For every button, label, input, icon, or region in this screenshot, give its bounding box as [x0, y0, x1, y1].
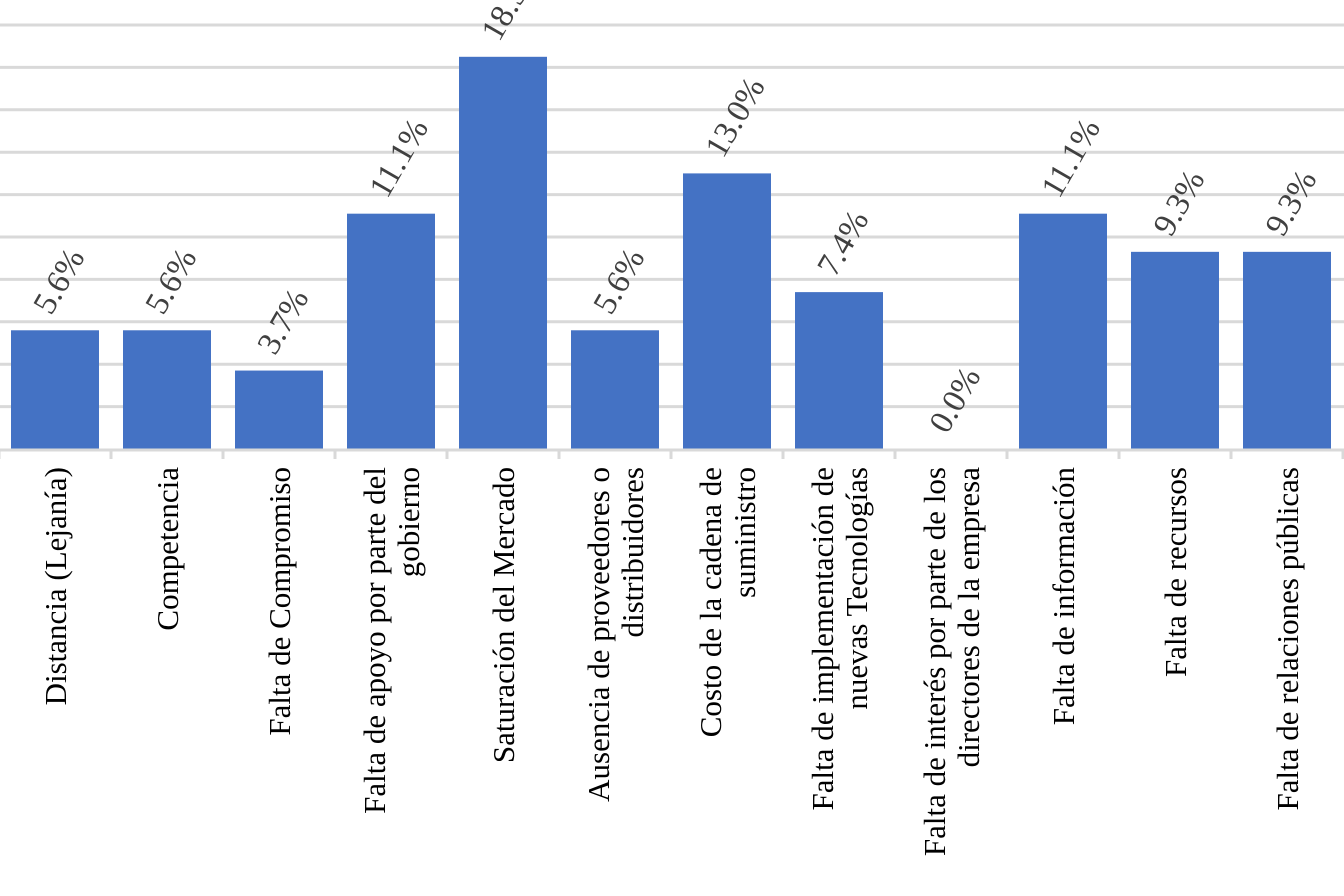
bar [347, 213, 435, 449]
category-label-line: suministro [727, 467, 762, 598]
data-label: 7.4% [811, 205, 877, 283]
category-label: Falta de interés por parte de losdirecto… [917, 467, 986, 856]
category-labels: Distancia (Lejanía) Competencia Falta de C… [38, 467, 1305, 857]
x-axis [0, 448, 1344, 459]
data-label: 18.5% [475, 0, 549, 47]
category-label-line: Costo de la cadena de [693, 467, 728, 737]
category-label-line: Falta de información [1046, 467, 1081, 726]
category-label-line: Falta de Compromiso [262, 467, 297, 736]
bar [571, 330, 659, 449]
bars [11, 56, 1331, 450]
data-label: 11.1% [363, 113, 436, 204]
category-label-line: Saturación del Mercado [486, 467, 521, 763]
bar [123, 330, 211, 449]
category-label: Falta de apoyo por parte delgobierno [357, 467, 426, 814]
category-label: Costo de la cadena desuministro [693, 467, 762, 737]
category-label: Competencia [150, 467, 185, 631]
data-label: 13.0% [699, 72, 773, 164]
category-label: Falta de información [1046, 467, 1081, 726]
bar [459, 56, 547, 450]
data-labels: 5.6% 5.6%3.7%11.1%18.5%5.6%13.0%7.4%0.0%1… [27, 0, 1325, 439]
data-label: 0.0% [923, 361, 989, 439]
category-label-line: directores de la empresa [951, 467, 986, 768]
bar [11, 330, 99, 449]
data-label: 11.1% [1035, 113, 1108, 204]
category-label-line: Falta de interés por parte de los [917, 467, 952, 856]
bar [1243, 251, 1331, 449]
data-label: 5.6% [587, 243, 653, 321]
bar [1131, 251, 1219, 449]
category-label-line: Falta de implementación de [805, 467, 840, 810]
gridlines [0, 23, 1344, 409]
data-label: 9.3% [1147, 164, 1213, 242]
category-label: Falta de recursos [1158, 467, 1193, 677]
category-label-line: Falta de recursos [1158, 467, 1193, 677]
category-label-line: distribuidores [615, 467, 650, 638]
category-label: Falta de Compromiso [262, 467, 297, 736]
category-label-line: gobierno [391, 467, 426, 577]
category-label-line: Competencia [150, 467, 185, 631]
category-label: Falta de relaciones públicas [1270, 467, 1305, 810]
category-label-line: Falta de apoyo por parte del [357, 467, 392, 814]
category-label: Distancia (Lejanía) [38, 467, 73, 705]
category-label-line: nuevas Tecnologías [839, 467, 874, 710]
category-label-line: Ausencia de proveedores o [581, 467, 616, 802]
bar [1019, 213, 1107, 449]
data-label: 5.6% [27, 243, 93, 321]
data-label: 5.6% [139, 243, 205, 321]
category-label-line: Falta de relaciones públicas [1270, 467, 1305, 810]
category-label-line: Distancia (Lejanía) [38, 467, 73, 705]
category-label: Falta de implementación denuevas Tecnolo… [805, 467, 874, 810]
category-label: Saturación del Mercado [486, 467, 521, 763]
bar [683, 173, 771, 449]
bar [235, 370, 323, 449]
bar [795, 292, 883, 449]
category-label: Ausencia de proveedores odistribuidores [581, 467, 650, 802]
data-label: 9.3% [1259, 164, 1325, 242]
